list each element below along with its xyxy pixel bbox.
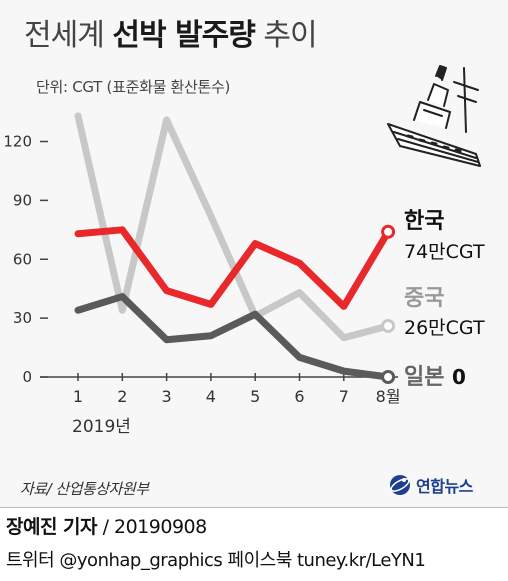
series-endpoint-0: [381, 224, 396, 239]
x-tick-label: 6: [294, 387, 304, 406]
publish-date: / 20190908: [102, 516, 208, 538]
series-endpoint-1: [381, 318, 396, 333]
title-suffix: 추이: [263, 18, 317, 53]
infographic-panel: 전세계 선박 발주량 추이 단위: CGT (표준화물 환산톤수) 0 30 60 9…: [0, 16, 508, 508]
y-tick-label: 30: [13, 309, 32, 327]
y-tick-label: 120: [3, 133, 32, 151]
chart-title: 전세계 선박 발주량 추이: [24, 16, 318, 56]
reporter-name: 장예진 기자: [6, 516, 98, 538]
series-line-2: [74, 293, 392, 381]
credit-line: 장예진 기자 / 20190908: [6, 512, 207, 539]
x-tick-label: 7: [339, 387, 349, 406]
x-tick-label: 8월: [376, 387, 401, 406]
series-line-1: [74, 112, 392, 342]
y-tick-label: 60: [13, 250, 32, 268]
series-endpoint-2: [381, 370, 396, 384]
x-tick-label: 1: [73, 387, 83, 406]
series-line-0: [74, 226, 392, 310]
title-prefix: 전세계: [24, 18, 105, 53]
x-tick-label: 4: [206, 387, 216, 406]
social-links: 트위터 @yonhap_graphics 페이스북 tuney.kr/LeYN1: [6, 550, 426, 571]
y-tick-label: 0: [22, 368, 32, 386]
title-main: 선박 발주량: [112, 18, 255, 53]
globe-icon: [390, 475, 410, 495]
agency-logo: 연합뉴스: [388, 472, 473, 498]
series-name-japan: 일본: [404, 365, 444, 390]
series-value-china: 26만CGT: [404, 317, 485, 339]
unit-label: 단위: CGT (표준화물 환산톤수): [36, 78, 231, 96]
year-label: 2019년: [72, 417, 131, 437]
x-tick-label: 3: [162, 387, 172, 406]
x-tick-label: 5: [250, 387, 260, 406]
x-tick-label: 2: [117, 387, 127, 406]
y-tick-label: 90: [13, 191, 32, 209]
agency-name: 연합뉴스: [416, 477, 473, 496]
series-value-korea: 74만CGT: [404, 241, 485, 263]
series-name-korea: 한국: [404, 209, 444, 234]
series-value-japan: 0: [452, 365, 466, 389]
line-chart: 0 30 60 90 120 1 2 3 4 5 6 7 8월 2019년 한국 74만CGT 중국 26만CG…: [3, 112, 485, 437]
ship-icon: [387, 65, 481, 167]
series-name-china: 중국: [404, 286, 444, 311]
source-label: 자료/ 산업통상자원부: [20, 480, 149, 498]
